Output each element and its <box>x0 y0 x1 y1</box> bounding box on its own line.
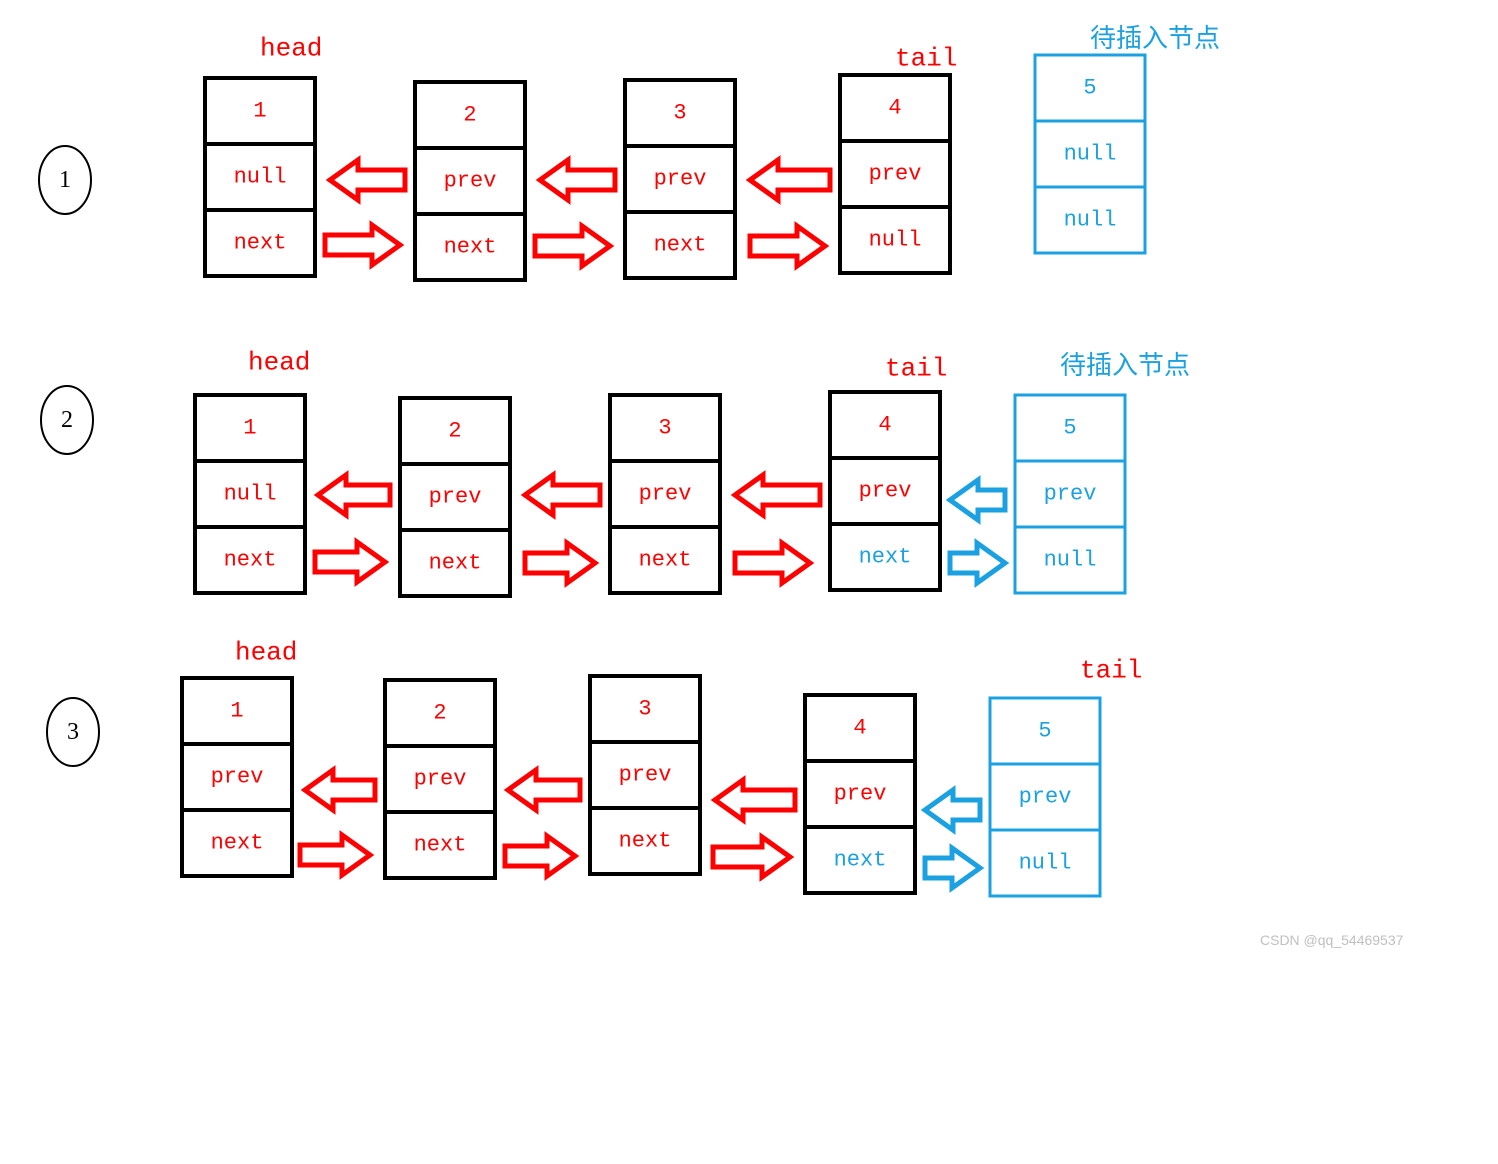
node-cell-text: prev <box>429 485 482 510</box>
node-cell-text: 1 <box>253 99 266 124</box>
node-cell-text: 2 <box>433 701 446 726</box>
step-number: 1 <box>59 167 71 193</box>
list-node: 4 prev next <box>830 392 940 590</box>
watermark: CSDN @qq_54469537 <box>1260 932 1404 948</box>
pointer-arrow <box>525 475 600 515</box>
pointer-arrow <box>325 225 400 265</box>
pointer-arrow <box>950 543 1005 583</box>
node-cell-text: next <box>639 548 692 573</box>
pointer-arrow <box>750 226 825 266</box>
node-cell-text: prev <box>654 167 707 192</box>
list-node: 3 prev next <box>590 676 700 874</box>
list-node: 5 prev null <box>1015 395 1125 593</box>
node-cell-text: next <box>234 231 287 256</box>
insert-label: 待插入节点 <box>1060 350 1190 380</box>
node-cell-text: prev <box>859 479 912 504</box>
node-cell-text: prev <box>211 765 264 790</box>
node-cell-text: 2 <box>463 103 476 128</box>
node-cell-text: 5 <box>1038 719 1051 744</box>
pointer-arrow <box>925 790 980 830</box>
node-cell-text: null <box>869 228 922 253</box>
list-node: 2 prev next <box>400 398 510 596</box>
pointer-arrow <box>713 837 790 877</box>
step-number: 3 <box>67 719 79 745</box>
pointer-arrow <box>750 160 830 200</box>
node-cell-text: 4 <box>888 96 901 121</box>
node-cell-text: 2 <box>448 419 461 444</box>
node-cell-text: next <box>859 545 912 570</box>
head-label: head <box>248 348 310 378</box>
pointer-arrow <box>508 770 580 810</box>
list-node: 1 prev next <box>182 678 292 876</box>
node-cell-text: prev <box>619 763 672 788</box>
head-label: head <box>260 34 322 64</box>
tail-label: tail <box>885 354 947 384</box>
node-cell-text: next <box>654 233 707 258</box>
node-cell-text: 1 <box>243 416 256 441</box>
node-cell-text: null <box>1064 208 1117 233</box>
list-node: 5 null null <box>1035 55 1145 253</box>
node-cell-text: prev <box>414 767 467 792</box>
list-node: 4 prev next <box>805 695 915 893</box>
list-node: 2 prev next <box>385 680 495 878</box>
node-cell-text: null <box>1064 142 1117 167</box>
list-node: 2 prev next <box>415 82 525 280</box>
node-cell-text: 1 <box>230 699 243 724</box>
pointer-arrow <box>315 542 385 582</box>
pointer-arrow <box>535 226 610 266</box>
node-cell-text: null <box>224 482 277 507</box>
node-cell-text: 3 <box>673 101 686 126</box>
node-cell-text: 3 <box>658 416 671 441</box>
node-cell-text: prev <box>834 782 887 807</box>
pointer-arrow <box>505 836 575 876</box>
node-cell-text: next <box>834 848 887 873</box>
insert-label: 待插入节点 <box>1090 23 1220 53</box>
node-cell-text: prev <box>639 482 692 507</box>
node-cell-text: prev <box>869 162 922 187</box>
step-number: 2 <box>61 407 73 433</box>
node-cell-text: next <box>224 548 277 573</box>
pointer-arrow <box>330 160 405 200</box>
node-cell-text: prev <box>1019 785 1072 810</box>
node-cell-text: 5 <box>1083 76 1096 101</box>
tail-label: tail <box>1080 656 1142 686</box>
node-cell-text: next <box>211 831 264 856</box>
node-cell-text: next <box>429 551 482 576</box>
node-cell-text: 4 <box>853 716 866 741</box>
node-cell-text: 3 <box>638 697 651 722</box>
pointer-arrow <box>540 160 615 200</box>
node-cell-text: next <box>414 833 467 858</box>
node-cell-text: 4 <box>878 413 891 438</box>
pointer-arrow <box>735 543 810 583</box>
node-cell-text: next <box>619 829 672 854</box>
node-cell-text: null <box>1044 548 1097 573</box>
node-cell-text: null <box>234 165 287 190</box>
pointer-arrow <box>305 770 375 810</box>
pointer-arrow <box>525 543 595 583</box>
pointer-arrow <box>735 475 820 515</box>
list-node: 1 null next <box>195 395 305 593</box>
node-cell-text: prev <box>1044 482 1097 507</box>
list-node: 3 prev next <box>610 395 720 593</box>
pointer-arrow <box>950 480 1005 520</box>
pointer-arrow <box>715 780 795 820</box>
pointer-arrow <box>925 848 980 888</box>
list-node: 1 null next <box>205 78 315 276</box>
node-cell-text: next <box>444 235 497 260</box>
tail-label: tail <box>895 44 957 74</box>
list-node: 4 prev null <box>840 75 950 273</box>
node-cell-text: prev <box>444 169 497 194</box>
pointer-arrow <box>318 475 390 515</box>
pointer-arrow <box>300 835 370 875</box>
node-cell-text: null <box>1019 851 1072 876</box>
list-node: 3 prev next <box>625 80 735 278</box>
node-cell-text: 5 <box>1063 416 1076 441</box>
head-label: head <box>235 638 297 668</box>
list-node: 5 prev null <box>990 698 1100 896</box>
